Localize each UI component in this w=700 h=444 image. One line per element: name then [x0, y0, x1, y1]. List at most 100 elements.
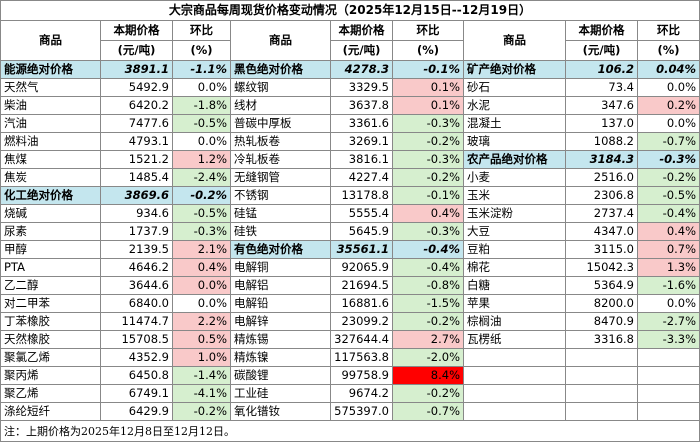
header-name: 商品	[463, 20, 566, 61]
change: 0.4%	[172, 258, 231, 277]
group-name: 化工绝对价格	[0, 186, 101, 205]
change: -1.6%	[636, 276, 700, 295]
change: -0.4%	[636, 204, 700, 223]
price: 92065.9	[330, 258, 393, 277]
price: 347.6	[565, 96, 638, 115]
commodity-name: 玉米	[463, 186, 566, 205]
price: 1088.2	[565, 132, 638, 151]
commodity-name: 豆粕	[463, 240, 566, 259]
price: 3644.6	[100, 276, 173, 295]
commodity-name: 丁苯橡胶	[0, 312, 101, 331]
data-row: 柴油 6420.2 -1.8% 线材 3637.8 0.1% 水泥 347.6 0.2%	[0, 96, 700, 115]
commodity-name: 乙二醇	[0, 276, 101, 295]
change: 8.4%	[392, 366, 464, 385]
commodity-name: PTA	[0, 258, 101, 277]
empty-cell	[463, 366, 566, 385]
price: 3816.1	[330, 150, 393, 169]
commodity-name: 碳酸锂	[230, 366, 331, 385]
commodity-name: 无缝钢管	[230, 168, 331, 187]
commodity-name: 不锈钢	[230, 186, 331, 205]
price: 6450.8	[100, 366, 173, 385]
empty-cell	[636, 384, 700, 403]
price: 3361.6	[330, 114, 393, 133]
change: 0.0%	[172, 132, 231, 151]
data-row: 燃料油 4793.1 0.0% 热轧板卷 3269.1 -0.2% 玻璃 1088.2 -0.7…	[0, 132, 700, 151]
change: -3.3%	[636, 330, 700, 349]
change: -2.4%	[172, 168, 231, 187]
price: 4227.4	[330, 168, 393, 187]
price: 3637.8	[330, 96, 393, 115]
header-change: 环比	[172, 20, 231, 41]
header-change-unit: (%)	[392, 40, 464, 61]
price: 1737.9	[100, 222, 173, 241]
header-price-unit: (元/吨)	[100, 40, 173, 61]
data-row: 乙二醇 3644.6 0.0% 电解铝 21694.5 -0.8% 白糖 5364.9 -1.6…	[0, 276, 700, 295]
price: 8200.0	[565, 294, 638, 313]
change: -0.4%	[392, 240, 464, 259]
group-name: 有色绝对价格	[230, 240, 331, 259]
data-row: 聚氯乙烯 4352.9 1.0% 精炼镍 117563.8 -2.0%	[0, 348, 700, 367]
price: 5492.9	[100, 78, 173, 97]
commodity-name: 电解铝	[230, 276, 331, 295]
data-row: 对二甲苯 6840.0 0.0% 电解铅 16881.6 -1.5% 苹果 8200.0 0.0…	[0, 294, 700, 313]
commodity-name: 瓦楞纸	[463, 330, 566, 349]
commodity-name: 焦炭	[0, 168, 101, 187]
price: 3329.5	[330, 78, 393, 97]
data-row: 甲醇 2139.5 2.1% 有色绝对价格 35561.1 -0.4% 豆粕 3115.0 0.…	[0, 240, 700, 259]
header-price-unit: (元/吨)	[565, 40, 638, 61]
commodity-name: 砂石	[463, 78, 566, 97]
price: 7477.6	[100, 114, 173, 133]
empty-cell	[636, 348, 700, 367]
commodity-name: 硅锰	[230, 204, 331, 223]
change: 0.4%	[392, 204, 464, 223]
change: -0.2%	[392, 384, 464, 403]
change: -0.2%	[392, 312, 464, 331]
empty-cell	[565, 366, 638, 385]
change: -0.3%	[392, 222, 464, 241]
change: -0.1%	[392, 186, 464, 205]
change: -0.1%	[392, 60, 464, 79]
price: 5645.9	[330, 222, 393, 241]
price: 13178.8	[330, 186, 393, 205]
price: 3316.8	[565, 330, 638, 349]
change: 0.0%	[172, 294, 231, 313]
change: -0.2%	[392, 132, 464, 151]
commodity-name: 尿素	[0, 222, 101, 241]
change: -0.3%	[392, 150, 464, 169]
change: 0.7%	[636, 240, 700, 259]
change: 0.0%	[636, 114, 700, 133]
price: 8470.9	[565, 312, 638, 331]
footnote: 注：上期价格为2025年12月8日至12月12日。	[0, 420, 700, 442]
commodity-name: 棉花	[463, 258, 566, 277]
data-row: 丁苯橡胶 11474.7 2.2% 电解锌 23099.2 -0.2% 棕榈油 8470.9-…	[0, 312, 700, 331]
change: -0.3%	[392, 114, 464, 133]
commodity-name: 聚乙烯	[0, 384, 101, 403]
commodity-name: 玻璃	[463, 132, 566, 151]
commodity-name: 线材	[230, 96, 331, 115]
price: 9674.2	[330, 384, 393, 403]
price: 2737.4	[565, 204, 638, 223]
change: 1.0%	[172, 348, 231, 367]
data-row: 能源绝对价格 3891.1 -1.1% 黑色绝对价格 4278.3 -0.1% 矿产绝对价格…	[0, 60, 700, 79]
change: 2.1%	[172, 240, 231, 259]
change: 0.2%	[636, 96, 700, 115]
price: 6420.2	[100, 96, 173, 115]
price: 3184.3	[565, 150, 638, 169]
price: 21694.5	[330, 276, 393, 295]
commodity-name: 精炼锡	[230, 330, 331, 349]
data-row: 焦煤 1521.2 1.2% 冷轧板卷 3816.1 -0.3% 农产品绝对价格 3184.3…	[0, 150, 700, 169]
data-row: 聚乙烯 6749.1 -4.1% 工业硅 9674.2 -0.2%	[0, 384, 700, 403]
commodity-name: 大豆	[463, 222, 566, 241]
commodity-name: 小麦	[463, 168, 566, 187]
change: -0.8%	[392, 276, 464, 295]
change: -0.5%	[172, 204, 231, 223]
change: -0.2%	[392, 168, 464, 187]
empty-cell	[636, 366, 700, 385]
header-change-unit: (%)	[636, 40, 700, 61]
change: -2.0%	[392, 348, 464, 367]
data-row: 聚丙烯 6450.8 -1.4% 碳酸锂 99758.9 8.4%	[0, 366, 700, 385]
commodity-name: 热轧板卷	[230, 132, 331, 151]
empty-cell	[463, 384, 566, 403]
